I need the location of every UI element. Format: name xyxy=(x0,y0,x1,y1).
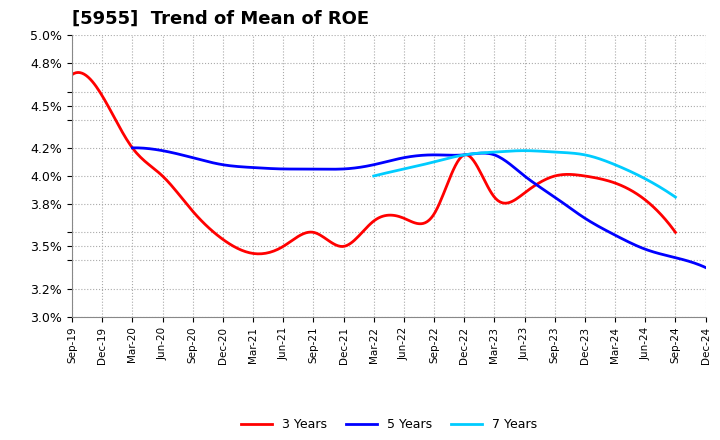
3 Years xyxy=(73,70,82,75)
3 Years xyxy=(580,173,589,179)
5 Years xyxy=(481,150,490,156)
5 Years xyxy=(701,265,710,270)
5 Years xyxy=(613,234,622,239)
5 Years xyxy=(132,145,140,150)
7 Years xyxy=(644,178,652,183)
Text: [5955]  Trend of Mean of ROE: [5955] Trend of Mean of ROE xyxy=(72,10,369,28)
5 Years xyxy=(130,145,138,150)
5 Years xyxy=(471,151,480,156)
3 Years xyxy=(68,72,76,77)
Legend: 3 Years, 5 Years, 7 Years: 3 Years, 5 Years, 7 Years xyxy=(235,413,542,436)
5 Years xyxy=(649,249,658,255)
7 Years xyxy=(671,194,680,200)
7 Years xyxy=(555,150,564,155)
7 Years xyxy=(370,173,379,178)
3 Years xyxy=(618,183,627,189)
Line: 7 Years: 7 Years xyxy=(374,150,675,197)
3 Years xyxy=(441,187,450,192)
7 Years xyxy=(369,173,378,179)
5 Years xyxy=(128,145,137,150)
7 Years xyxy=(625,168,634,173)
3 Years xyxy=(671,230,680,235)
7 Years xyxy=(549,149,558,154)
3 Years xyxy=(70,71,78,76)
7 Years xyxy=(520,148,528,153)
3 Years xyxy=(431,209,440,215)
Line: 5 Years: 5 Years xyxy=(132,148,706,268)
3 Years xyxy=(256,251,264,257)
7 Years xyxy=(550,150,559,155)
5 Years xyxy=(469,151,478,157)
Line: 3 Years: 3 Years xyxy=(72,73,675,254)
3 Years xyxy=(429,213,438,218)
